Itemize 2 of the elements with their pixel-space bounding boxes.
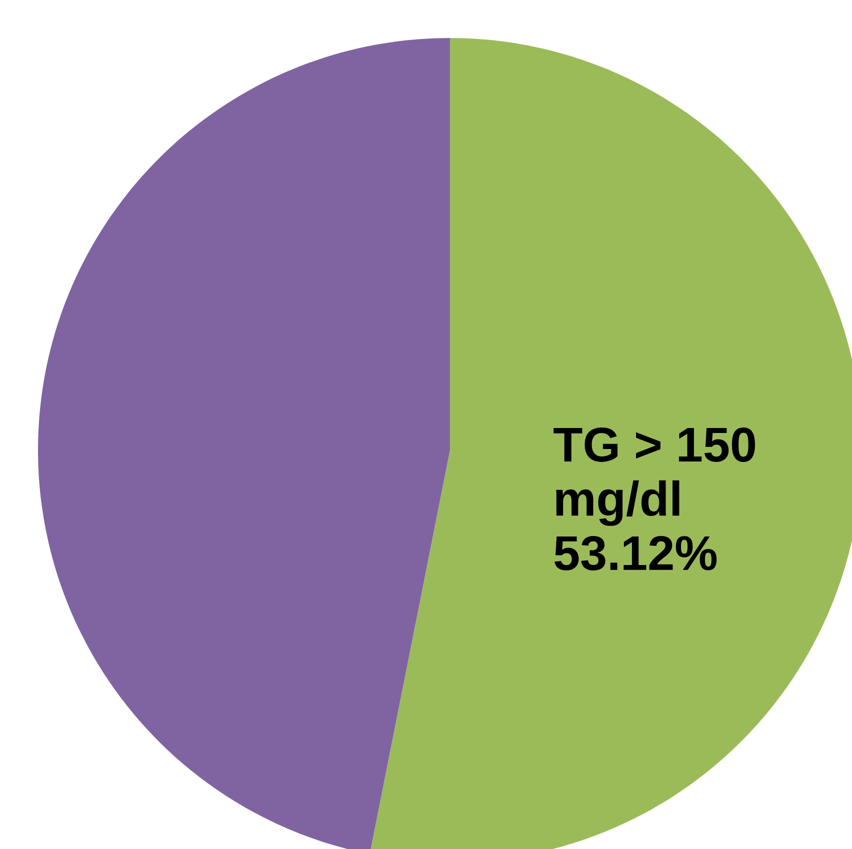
slice-label: TG > 150 mg/dl [554,428,756,526]
data-label: 53.12% [554,536,717,570]
